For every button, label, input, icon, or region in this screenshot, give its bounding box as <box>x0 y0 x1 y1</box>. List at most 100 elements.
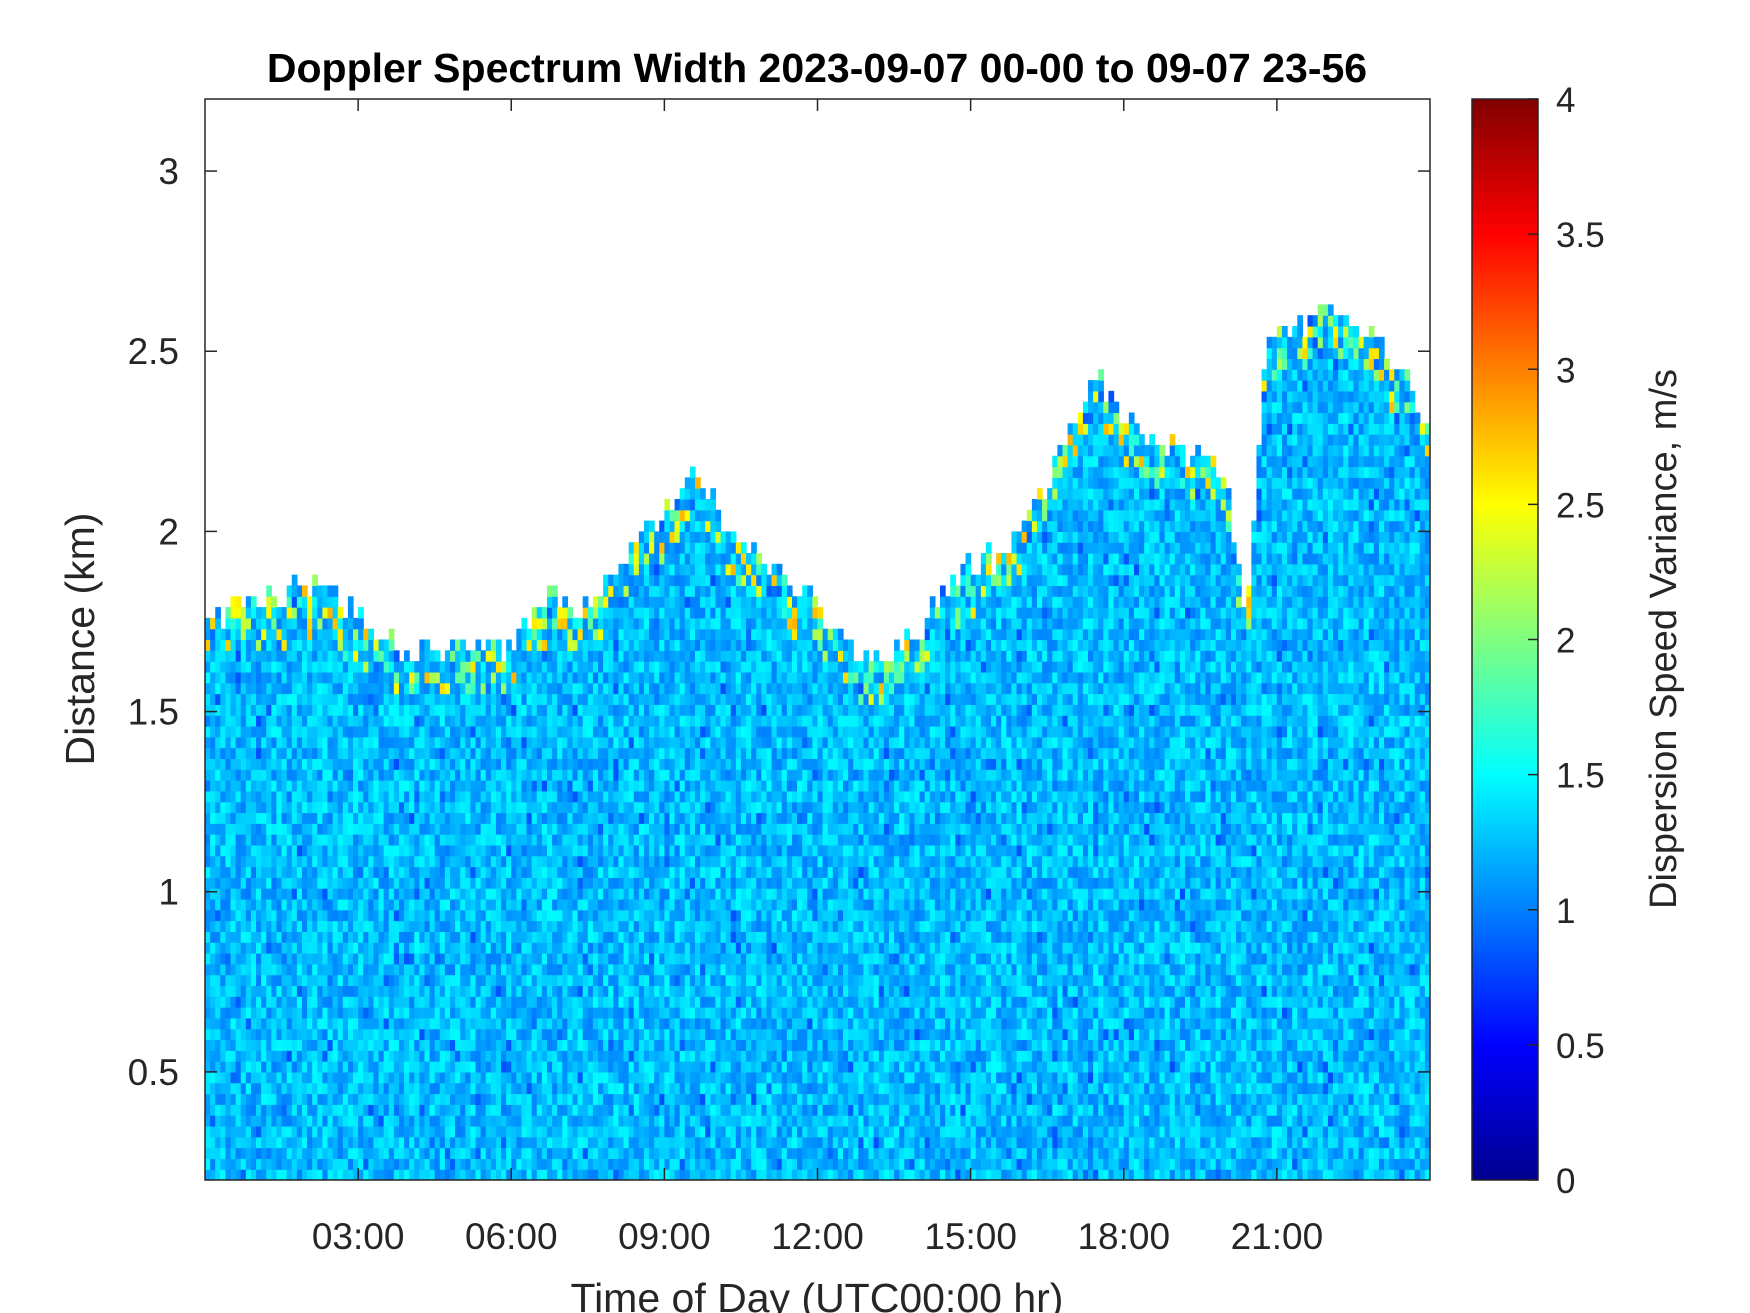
heatmap-cell <box>546 985 553 997</box>
heatmap-cell <box>577 650 584 662</box>
heatmap-cell <box>638 790 645 803</box>
heatmap-cell <box>608 693 614 705</box>
heatmap-cell <box>347 650 354 662</box>
heatmap-cell <box>215 866 221 878</box>
heatmap-cell <box>557 715 563 727</box>
heatmap-cell <box>439 855 446 868</box>
heatmap-cell <box>205 715 211 727</box>
heatmap-cell <box>516 1028 523 1041</box>
heatmap-cell <box>572 952 579 965</box>
heatmap-cell <box>256 758 262 770</box>
heatmap-cell <box>240 1061 247 1073</box>
heatmap-cell <box>276 801 283 814</box>
heatmap-cell <box>444 736 451 749</box>
heatmap-cell <box>353 747 359 760</box>
heatmap-cell <box>506 952 512 965</box>
heatmap-cell <box>546 693 553 705</box>
heatmap-cell <box>475 1050 482 1062</box>
heatmap-cell <box>347 963 354 976</box>
heatmap-cell <box>552 823 558 835</box>
heatmap-cell <box>205 1028 211 1041</box>
heatmap-cell <box>434 715 441 727</box>
heatmap-cell <box>521 812 528 824</box>
heatmap-cell <box>643 1125 650 1138</box>
heatmap-cell <box>552 866 558 878</box>
heatmap-cell <box>562 1093 568 1105</box>
heatmap-cell <box>516 952 523 965</box>
heatmap-cell <box>649 639 655 651</box>
heatmap-cell <box>592 693 599 705</box>
heatmap-cell <box>536 920 543 932</box>
heatmap-cell <box>572 747 579 760</box>
heatmap-cell <box>210 650 216 662</box>
heatmap-cell <box>424 974 431 987</box>
heatmap-cell <box>444 996 451 1008</box>
heatmap-cell <box>633 1147 640 1159</box>
heatmap-cell <box>470 769 477 781</box>
heatmap-cell <box>450 942 456 954</box>
heatmap-cell <box>383 974 390 987</box>
heatmap-cell <box>347 628 354 641</box>
heatmap-cell <box>531 974 538 987</box>
heatmap-cell <box>444 725 451 738</box>
heatmap-cell <box>368 1136 375 1149</box>
heatmap-cell <box>398 661 405 673</box>
heatmap-cell <box>521 1136 528 1149</box>
heatmap-cell <box>531 801 538 814</box>
heatmap-cell <box>358 1017 364 1030</box>
heatmap-cell <box>603 844 609 857</box>
heatmap-cell <box>552 704 558 716</box>
heatmap-cell <box>598 1082 604 1095</box>
heatmap-cell <box>439 725 446 738</box>
heatmap-cell <box>536 780 543 792</box>
heatmap-cell <box>424 725 431 738</box>
heatmap-cell <box>603 780 609 792</box>
heatmap-cell <box>526 1017 533 1030</box>
heatmap-cell <box>460 1017 466 1030</box>
heatmap-cell <box>552 1169 558 1180</box>
heatmap-cell <box>388 1158 395 1170</box>
heatmap-cell <box>205 1017 211 1030</box>
heatmap-cell <box>235 1136 242 1149</box>
heatmap-cell <box>582 1169 589 1180</box>
heatmap-cell <box>312 715 318 727</box>
heatmap-cell <box>603 952 609 965</box>
heatmap-cell <box>301 920 308 932</box>
heatmap-cell <box>455 866 461 878</box>
heatmap-cell <box>475 758 482 770</box>
heatmap-cell <box>235 747 242 760</box>
heatmap-cell <box>342 812 349 824</box>
heatmap-cell <box>347 996 354 1008</box>
heatmap-cell <box>541 1039 548 1051</box>
heatmap-cell <box>633 855 640 868</box>
heatmap-cell <box>307 1028 313 1041</box>
heatmap-cell <box>409 1158 415 1170</box>
heatmap-cell <box>587 1028 594 1041</box>
heatmap-cell <box>465 715 472 727</box>
heatmap-cell <box>587 1158 594 1170</box>
heatmap-cell <box>220 942 227 954</box>
heatmap-cell <box>307 877 313 889</box>
heatmap-cell <box>363 963 369 976</box>
heatmap-cell <box>301 1169 308 1180</box>
heatmap-cell <box>225 704 232 716</box>
heatmap-cell <box>511 1169 517 1180</box>
heatmap-cell <box>495 855 502 868</box>
heatmap-cell <box>245 628 252 641</box>
heatmap-cell <box>618 942 625 954</box>
heatmap-cell <box>450 1061 456 1073</box>
heatmap-cell <box>373 974 380 987</box>
heatmap-cell <box>608 769 614 781</box>
heatmap-cell <box>552 1007 558 1019</box>
heatmap-cell <box>327 1125 334 1138</box>
heatmap-cell <box>215 823 221 835</box>
heatmap-cell <box>521 985 528 997</box>
heatmap-cell <box>250 866 257 878</box>
heatmap-cell <box>475 1061 482 1073</box>
heatmap-cell <box>506 1007 512 1019</box>
heatmap-cell <box>674 1169 681 1180</box>
heatmap-cell <box>475 974 482 987</box>
heatmap-cell <box>363 877 369 889</box>
heatmap-cell <box>633 682 640 695</box>
heatmap-cell <box>256 725 262 738</box>
